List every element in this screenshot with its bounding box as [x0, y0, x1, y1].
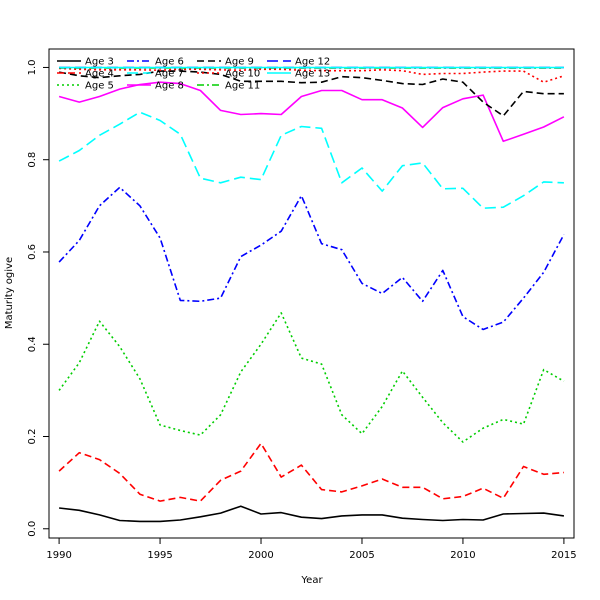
legend-label-age-5: Age 5 — [85, 81, 114, 92]
legend-label-age-7: Age 7 — [155, 69, 184, 80]
y-tick-label: 0.4 — [27, 336, 38, 352]
x-axis-title: Year — [300, 575, 323, 586]
legend-label-age-3: Age 3 — [85, 57, 114, 68]
x-tick-label: 2000 — [248, 550, 273, 561]
x-tick-label: 2015 — [551, 550, 576, 561]
series-line-age-6 — [58, 186, 565, 331]
legend-label-age-13: Age 13 — [295, 69, 330, 80]
series-line-age-3 — [59, 505, 565, 523]
x-tick-label: 1990 — [46, 550, 71, 561]
legend-label-age-11: Age 11 — [225, 81, 260, 92]
series-line-age-10 — [59, 67, 565, 83]
series-line-age-9 — [58, 70, 564, 117]
y-tick-label: 1.0 — [27, 59, 38, 75]
series-line-age-4 — [58, 442, 564, 502]
legend-label-age-12: Age 12 — [295, 57, 330, 68]
x-tick-label: 2005 — [349, 550, 374, 561]
series-line-age-8 — [58, 81, 565, 143]
legend-label-age-6: Age 6 — [155, 57, 184, 68]
series-lines — [58, 66, 565, 523]
y-axis-title: Maturity ogive — [4, 257, 15, 329]
y-tick-label: 0.2 — [27, 429, 38, 445]
legend-label-age-9: Age 9 — [225, 57, 254, 68]
y-axis: 0.0 0.2 0.4 0.6 0.8 1.0 — [27, 59, 49, 537]
plot-frame — [48, 48, 575, 539]
y-tick-label: 0.0 — [27, 521, 38, 537]
x-tick-label: 2010 — [450, 550, 475, 561]
legend-label-age-10: Age 10 — [225, 69, 260, 80]
y-tick-label: 0.8 — [27, 152, 38, 168]
legend-label-age-4: Age 4 — [85, 69, 114, 80]
legend-label-age-8: Age 8 — [155, 81, 184, 92]
series-line-age-5 — [58, 312, 565, 443]
x-tick-label: 1995 — [147, 550, 172, 561]
x-axis: 1990 1995 2000 2005 2010 2015 — [46, 538, 577, 561]
series-line-age-7 — [58, 111, 564, 209]
y-tick-label: 0.6 — [27, 244, 38, 260]
